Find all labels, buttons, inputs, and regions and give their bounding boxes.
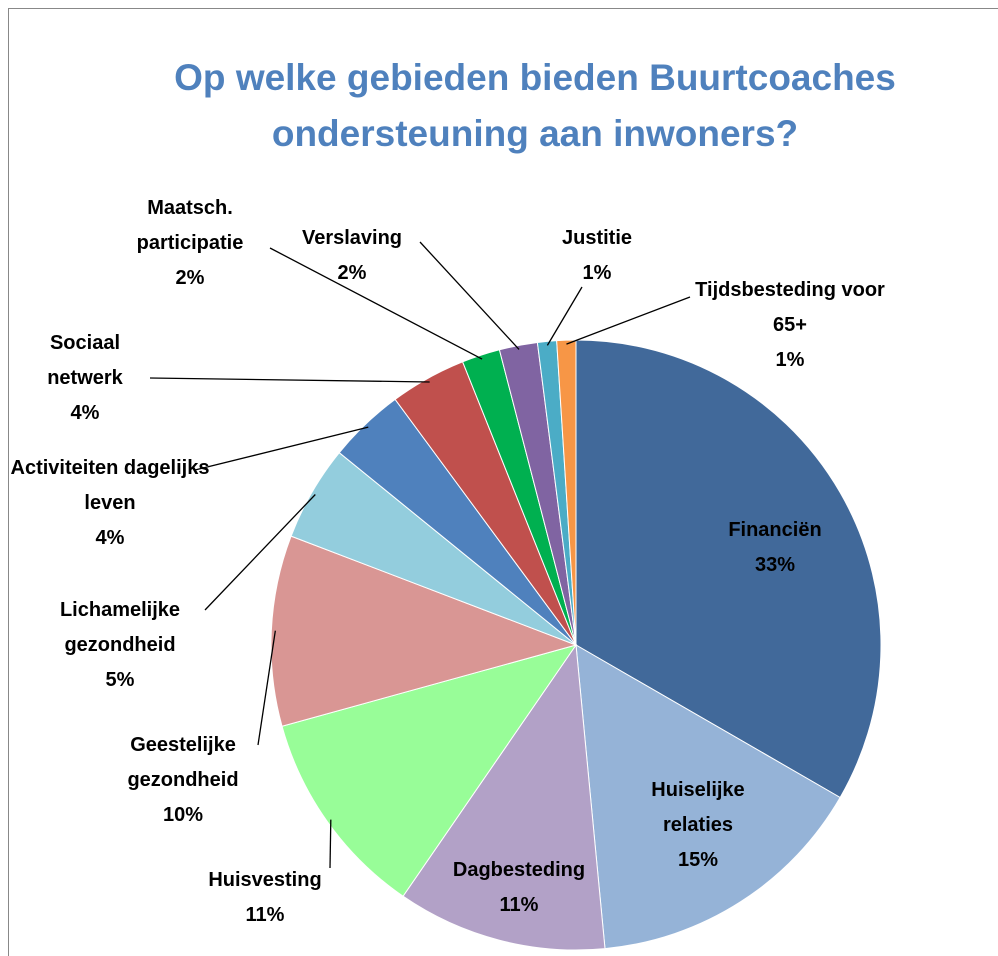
category-label: Verslaving [301, 227, 403, 249]
category-label: Maatsch. participatie [136, 197, 244, 254]
pie-slice [575, 339, 882, 799]
value-label: 4% [95, 527, 125, 549]
pie-slice [281, 644, 578, 897]
value-label: 10% [162, 804, 204, 826]
leader-line [269, 247, 483, 360]
category-label: Financiën [728, 519, 822, 541]
value-label: 5% [105, 669, 135, 691]
category-label: Huiselijke relaties [651, 779, 745, 836]
chart-frame [8, 8, 998, 956]
slice-label: Maatsch. participatie 2% [115, 191, 265, 296]
leader-line [194, 426, 369, 471]
value-label: 1% [775, 349, 805, 371]
leader-line [257, 630, 276, 746]
pie-slice [270, 535, 578, 727]
leader-line [204, 494, 316, 611]
category-label: Sociaal netwerk [47, 332, 123, 389]
leader-line [419, 241, 520, 350]
slice-label: Huisvesting 11% [175, 863, 355, 933]
slice-label: Verslaving 2% [277, 221, 427, 291]
slice-label: Activiteiten dagelijks leven 4% [0, 451, 220, 556]
slice-label: Tijdsbesteding voor 65+ 1% [680, 273, 900, 378]
slice-label: Huiselijke relaties 15% [618, 773, 778, 878]
slice-label: Justitie 1% [547, 221, 647, 291]
leader-line [329, 819, 332, 869]
value-label: 11% [245, 904, 285, 926]
category-label: Huisvesting [208, 869, 322, 891]
value-label: 33% [754, 554, 796, 576]
value-label: 2% [175, 267, 205, 289]
leader-line [149, 377, 430, 383]
leader-line [566, 296, 691, 345]
pie-slice [402, 643, 606, 951]
chart-title: Op welke gebieden bieden Buurtcoaches on… [174, 57, 896, 154]
category-label: Tijdsbesteding voor 65+ [695, 279, 885, 336]
category-label: Justitie [561, 227, 633, 249]
slice-label: Financiën 33% [695, 513, 855, 583]
category-label: Dagbesteding [452, 859, 586, 881]
slice-label: Sociaal netwerk 4% [25, 326, 145, 431]
category-label: Geestelijke gezondheid [127, 734, 239, 791]
value-label: 2% [337, 262, 367, 284]
category-label: Lichamelijke gezondheid [59, 599, 181, 656]
category-label: Activiteiten dagelijks leven [10, 457, 210, 514]
value-label: 15% [677, 849, 719, 871]
value-label: 11% [499, 894, 539, 916]
leader-line [546, 286, 583, 346]
slice-label: Dagbesteding 11% [429, 853, 609, 923]
slice-label: Geestelijke gezondheid 10% [83, 728, 283, 833]
pie-slice [575, 644, 841, 950]
value-label: 1% [582, 262, 612, 284]
slice-label: Lichamelijke gezondheid 5% [20, 593, 220, 698]
value-label: 4% [70, 402, 100, 424]
